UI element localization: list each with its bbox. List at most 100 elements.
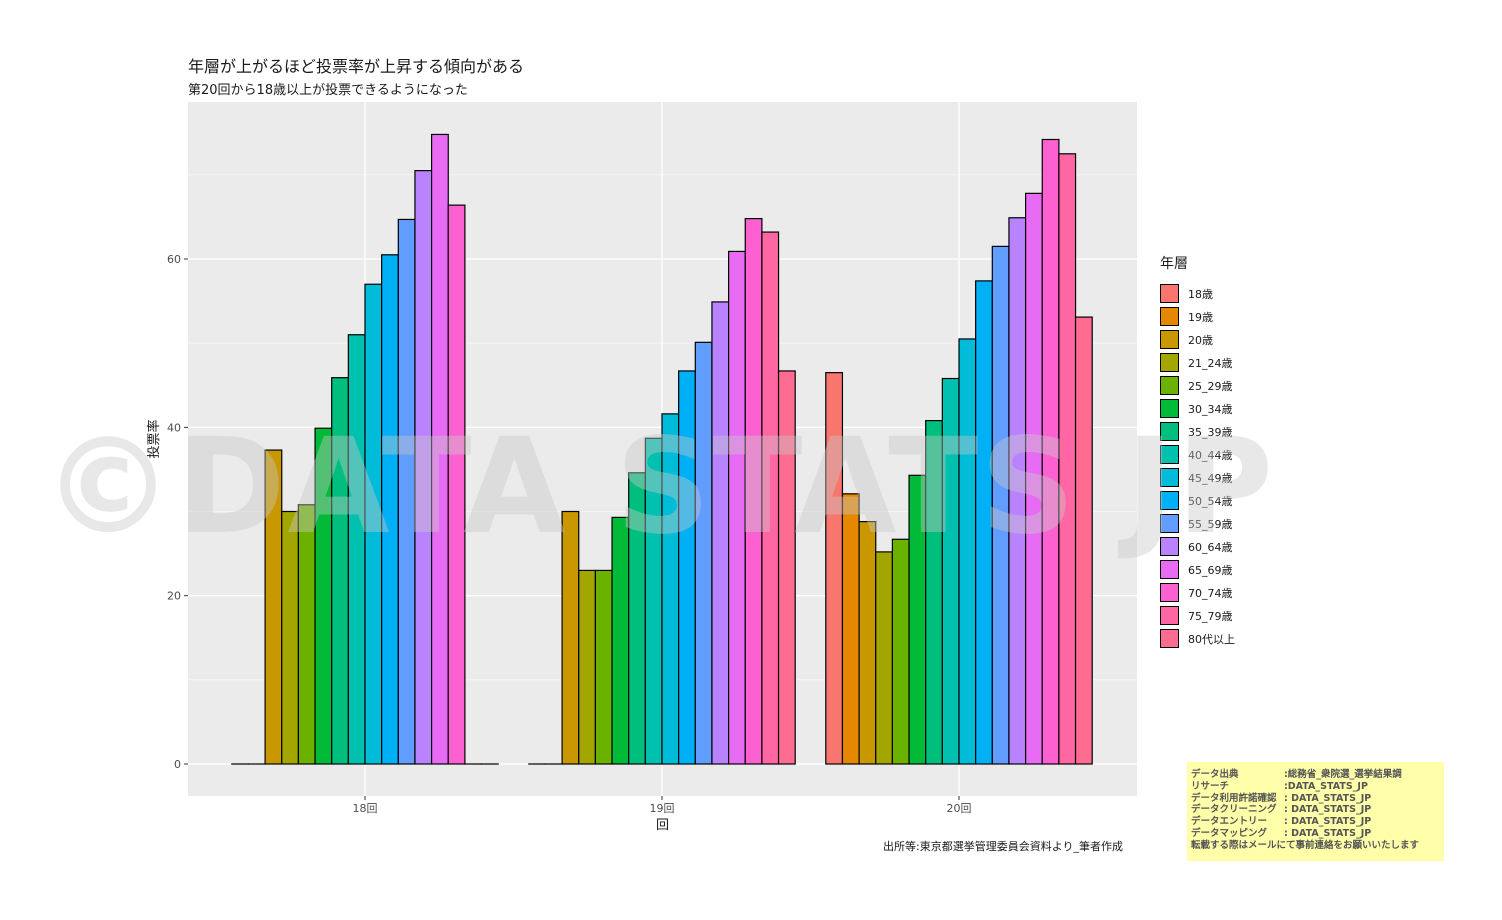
bar	[644, 437, 663, 765]
legend-item: 25_29歳	[1160, 374, 1235, 397]
legend-item: 55_59歳	[1160, 512, 1235, 535]
legend-label: 19歳	[1188, 310, 1213, 324]
bar	[761, 231, 780, 765]
bar	[678, 370, 696, 765]
credit-value: : DATA_STATS_JP	[1284, 827, 1372, 839]
legend-item: 50_54歳	[1160, 489, 1235, 512]
legend-swatch	[1160, 629, 1179, 648]
legend-swatch	[1160, 583, 1179, 602]
credit-box: データ出典:総務省_衆院選_選挙結果調 リサーチ:DATA_STATS_JP データ…	[1187, 762, 1444, 861]
bar	[991, 245, 1010, 765]
legend-swatch	[1160, 445, 1179, 464]
y-tick-label: 60	[167, 253, 181, 266]
legend-swatch	[1160, 399, 1179, 418]
bar	[561, 510, 580, 765]
credit-row: データマッピング : DATA_STATS_JP	[1191, 828, 1440, 840]
credit-key: データマッピング	[1191, 827, 1268, 839]
legend-swatch	[1160, 468, 1179, 487]
credit-key: データクリーニング	[1191, 804, 1277, 816]
x-tick-label: 18回	[353, 802, 378, 815]
legend-item: 65_69歳	[1160, 558, 1235, 581]
credit-row: データクリーニング: DATA_STATS_JP	[1191, 804, 1440, 816]
legend-item: 75_79歳	[1160, 604, 1235, 627]
legend-item: 18歳	[1160, 282, 1235, 305]
legend-label: 30_34歳	[1188, 402, 1233, 416]
bar	[578, 569, 596, 765]
legend-swatch	[1160, 606, 1179, 625]
legend-label: 20歳	[1188, 333, 1213, 347]
y-tick-label: 20	[167, 590, 181, 603]
credit-key: データ利用許諾確認	[1191, 792, 1277, 804]
bar	[925, 420, 943, 765]
legend-item: 60_64歳	[1160, 535, 1235, 558]
legend-item: 35_39歳	[1160, 420, 1235, 443]
bar	[661, 413, 680, 765]
credit-key: データ出典	[1191, 769, 1239, 780]
legend-item: 45_49歳	[1160, 466, 1235, 489]
credit-row: データ出典:総務省_衆院選_選挙結果調	[1191, 769, 1440, 781]
credit-key: リサーチ	[1191, 780, 1230, 792]
bar	[711, 301, 730, 765]
credit-row: リサーチ:DATA_STATS_JP	[1191, 781, 1440, 793]
y-axis-title: 投票率	[146, 419, 162, 458]
legend-swatch	[1160, 353, 1179, 372]
legend-swatch	[1160, 376, 1179, 395]
bar	[347, 334, 366, 765]
bar	[381, 254, 399, 765]
bar	[858, 520, 877, 765]
y-tick-label: 0	[174, 758, 181, 771]
legend-swatch	[1160, 307, 1179, 326]
legend-swatch	[1160, 284, 1179, 303]
legend-swatch	[1160, 491, 1179, 510]
chart-subtitle: 第20回から18歳以上が投票できるようになった	[188, 83, 468, 98]
bar	[1008, 217, 1027, 765]
legend-label: 60_64歳	[1188, 540, 1233, 554]
legend-swatch	[1160, 330, 1179, 349]
bar	[694, 341, 713, 765]
bar	[628, 472, 646, 765]
legend-label: 55_59歳	[1188, 517, 1233, 531]
bar	[431, 133, 449, 765]
source-note: 出所等:東京都選挙管理委員会資料より_筆者作成	[883, 840, 1123, 853]
bar	[825, 372, 844, 765]
legend-item: 70_74歳	[1160, 581, 1235, 604]
bar	[364, 283, 383, 765]
x-tick-label: 20回	[947, 802, 972, 815]
bar	[397, 218, 416, 765]
bar	[891, 538, 910, 765]
x-tick-label: 19回	[650, 802, 675, 815]
credit-key: データエントリー	[1191, 816, 1268, 828]
legend-label: 35_39歳	[1188, 425, 1233, 439]
bar	[264, 449, 283, 765]
bar	[447, 204, 466, 765]
legend-label: 75_79歳	[1188, 609, 1233, 623]
credit-value: : DATA_STATS_JP	[1284, 792, 1372, 804]
credit-rows: データ出典:総務省_衆院選_選挙結果調 リサーチ:DATA_STATS_JP データ…	[1191, 769, 1440, 840]
credit-row: データエントリー: DATA_STATS_JP	[1191, 816, 1440, 828]
legend-item: 40_44歳	[1160, 443, 1235, 466]
legend-item: 20歳	[1160, 328, 1235, 351]
bar	[875, 551, 893, 765]
credit-footer: 転載する際はメールにて事前連絡をお願いいたします	[1191, 839, 1420, 851]
bar	[331, 377, 349, 765]
bar	[1058, 153, 1077, 765]
bar	[1041, 138, 1060, 765]
legend-item: 30_34歳	[1160, 397, 1235, 420]
bar	[908, 474, 927, 765]
y-tick-label: 40	[167, 421, 181, 434]
legend-label: 50_54歳	[1188, 494, 1233, 508]
bar	[727, 250, 746, 765]
bar	[744, 218, 763, 765]
bar	[414, 170, 433, 765]
legend-label: 25_29歳	[1188, 379, 1233, 393]
bar	[297, 504, 316, 765]
legend-swatch	[1160, 560, 1179, 579]
legend-label: 40_44歳	[1188, 448, 1233, 462]
legend-label: 21_24歳	[1188, 356, 1233, 370]
bar	[941, 377, 960, 765]
bar	[611, 516, 630, 765]
bar	[975, 280, 993, 765]
legend-label: 18歳	[1188, 287, 1213, 301]
legend-swatch	[1160, 422, 1179, 441]
